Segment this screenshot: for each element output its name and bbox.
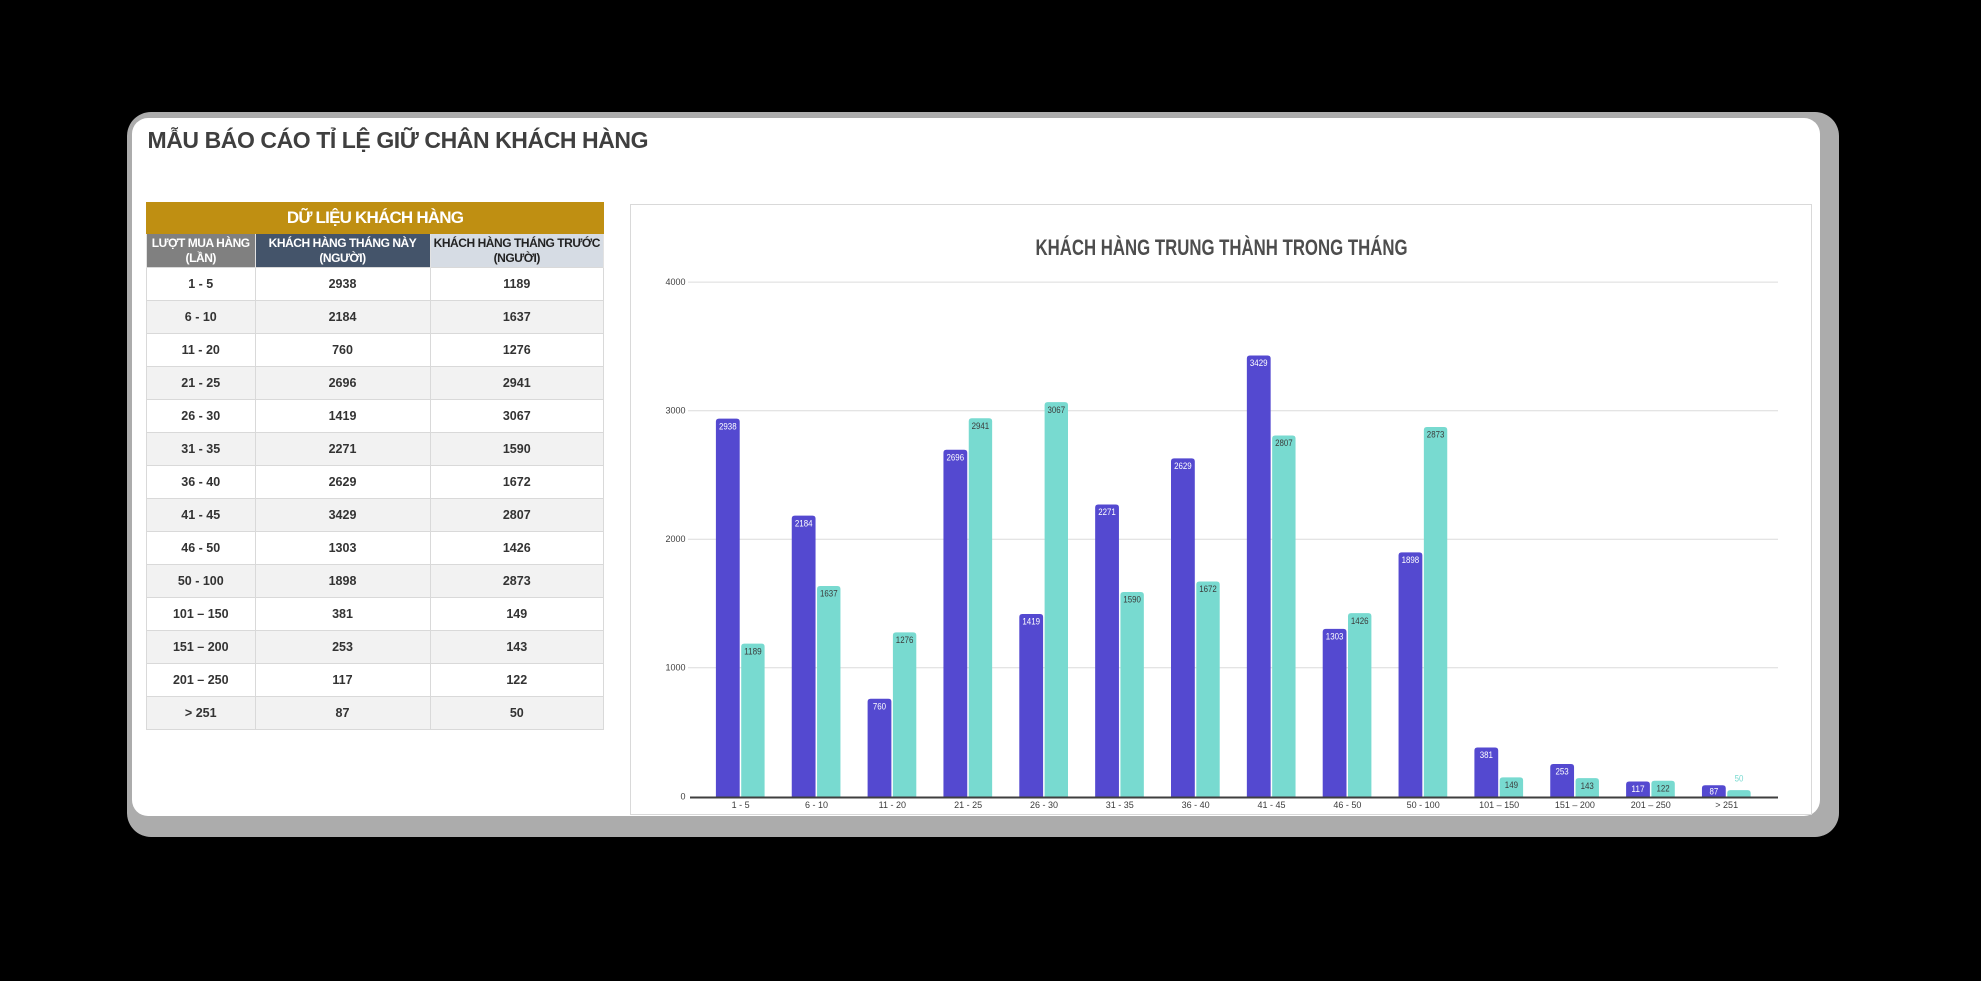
svg-text:36 - 40: 36 - 40 <box>1182 800 1210 810</box>
svg-text:1000: 1000 <box>665 663 685 673</box>
svg-text:26 - 30: 26 - 30 <box>1030 800 1058 810</box>
svg-text:31 - 35: 31 - 35 <box>1106 800 1134 810</box>
svg-text:41 - 45: 41 - 45 <box>1257 800 1285 810</box>
svg-text:2184: 2184 <box>795 518 813 529</box>
svg-text:1637: 1637 <box>820 589 838 600</box>
svg-text:117: 117 <box>1631 784 1644 795</box>
svg-text:1590: 1590 <box>1123 595 1141 606</box>
svg-text:2696: 2696 <box>947 453 965 464</box>
svg-text:1276: 1276 <box>896 635 914 646</box>
svg-text:1672: 1672 <box>1199 584 1217 595</box>
svg-text:2271: 2271 <box>1098 507 1116 518</box>
svg-text:3000: 3000 <box>665 406 685 416</box>
svg-text:143: 143 <box>1581 781 1594 792</box>
svg-text:2873: 2873 <box>1427 430 1445 441</box>
svg-text:0: 0 <box>680 792 685 802</box>
svg-text:50: 50 <box>1735 774 1744 785</box>
svg-text:381: 381 <box>1480 750 1493 761</box>
svg-text:101 – 150: 101 – 150 <box>1479 800 1519 810</box>
svg-text:46 - 50: 46 - 50 <box>1333 800 1361 810</box>
svg-text:149: 149 <box>1505 780 1518 791</box>
svg-text:2941: 2941 <box>972 421 990 432</box>
svg-text:1898: 1898 <box>1402 555 1420 566</box>
svg-text:122: 122 <box>1657 784 1670 795</box>
svg-text:201 – 250: 201 – 250 <box>1631 800 1671 810</box>
svg-text:1303: 1303 <box>1326 632 1344 643</box>
svg-text:3067: 3067 <box>1048 405 1066 416</box>
svg-text:2629: 2629 <box>1174 461 1192 472</box>
svg-text:87: 87 <box>1710 786 1719 797</box>
svg-text:2807: 2807 <box>1275 438 1293 449</box>
svg-text:KHÁCH HÀNG TRUNG THÀNH TRONG T: KHÁCH HÀNG TRUNG THÀNH TRONG THÁNG <box>1036 235 1408 260</box>
svg-text:760: 760 <box>873 702 886 713</box>
svg-text:1426: 1426 <box>1351 616 1369 627</box>
svg-text:4000: 4000 <box>665 277 685 287</box>
svg-text:1419: 1419 <box>1022 617 1040 628</box>
svg-text:6 - 10: 6 - 10 <box>805 800 828 810</box>
svg-text:2938: 2938 <box>719 421 737 432</box>
svg-text:2000: 2000 <box>665 534 685 544</box>
svg-text:151 – 200: 151 – 200 <box>1555 800 1595 810</box>
svg-text:253: 253 <box>1556 767 1569 778</box>
svg-text:1189: 1189 <box>744 646 762 657</box>
svg-text:3429: 3429 <box>1250 358 1268 369</box>
svg-text:1 - 5: 1 - 5 <box>732 800 750 810</box>
svg-text:50 - 100: 50 - 100 <box>1407 800 1440 810</box>
svg-text:11 - 20: 11 - 20 <box>879 800 906 810</box>
svg-text:21 - 25: 21 - 25 <box>954 800 982 810</box>
svg-text:> 251: > 251 <box>1715 800 1738 810</box>
